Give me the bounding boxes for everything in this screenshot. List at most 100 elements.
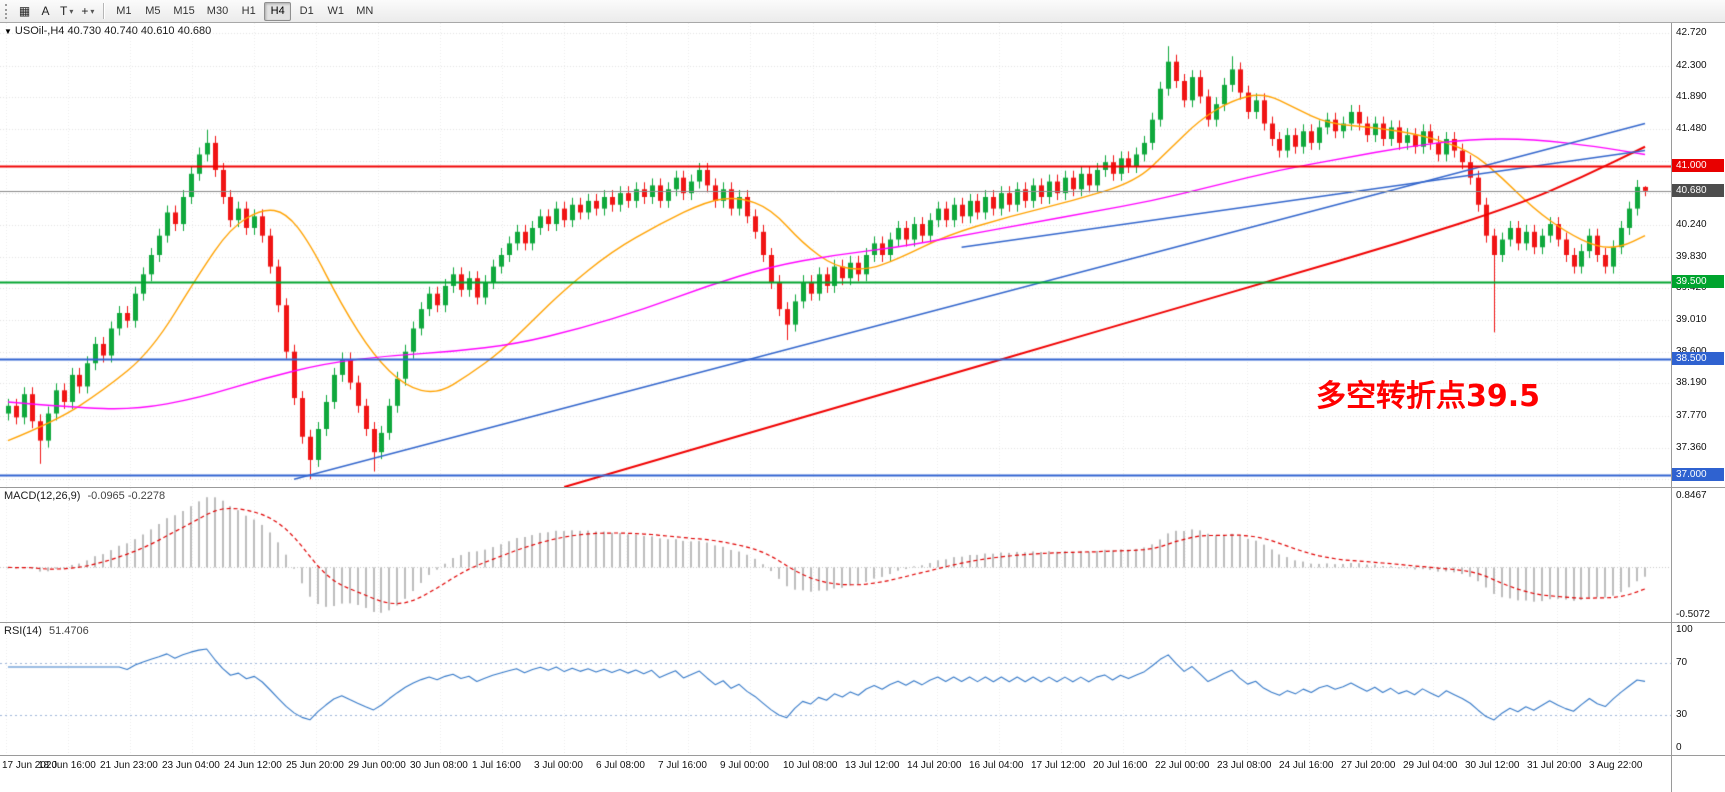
timeframe-d1-button[interactable]: D1 bbox=[299, 5, 314, 17]
time-axis-label: 18 Jun 16:00 bbox=[38, 760, 96, 771]
time-axis-label: 17 Jun 2020 bbox=[2, 760, 58, 771]
time-axis-label: 27 Jul 20:00 bbox=[1341, 760, 1396, 771]
price-badge-37.000: 37.000 bbox=[1672, 468, 1724, 481]
time-axis-label: 23 Jun 04:00 bbox=[162, 760, 220, 771]
price-tick-label: 42.720 bbox=[1676, 27, 1707, 38]
price-tick-label: 40.240 bbox=[1676, 219, 1707, 230]
price-tick-label: 38.600 bbox=[1676, 346, 1707, 358]
panel-splitter-rsi[interactable] bbox=[0, 622, 1671, 623]
annotation-text: 多空转折点39.5 bbox=[1316, 379, 1541, 414]
rsi-header: RSI(14) 51.4706 bbox=[4, 625, 89, 637]
chart-area: ▼ USOil-,H4 40.730 40.740 40.610 40.680 多… bbox=[0, 23, 1725, 792]
price-badge-40.680: 40.680 bbox=[1672, 184, 1724, 197]
time-axis-label: 29 Jun 00:00 bbox=[348, 760, 406, 771]
dropdown-caret-icon[interactable]: ▾ bbox=[90, 6, 95, 16]
price-badge-39.500: 39.500 bbox=[1672, 275, 1724, 288]
time-axis-label: 25 Jun 20:00 bbox=[286, 760, 344, 771]
time-axis-label: 30 Jun 08:00 bbox=[410, 760, 468, 771]
price-tick-label: 37.770 bbox=[1676, 410, 1707, 421]
cursor-tool-button[interactable]: A bbox=[35, 2, 56, 21]
chart-header: ▼ USOil-,H4 40.730 40.740 40.610 40.680 bbox=[4, 25, 211, 37]
time-axis-label: 9 Jul 00:00 bbox=[720, 760, 769, 771]
macd-header: MACD(12,26,9) -0.0965 -0.2278 bbox=[4, 490, 165, 502]
price-tick-label: 41.480 bbox=[1676, 123, 1707, 134]
timeframe-m1-button[interactable]: M1 bbox=[116, 5, 132, 17]
macd-canvas[interactable] bbox=[0, 488, 1671, 622]
time-axis-label: 31 Jul 20:00 bbox=[1527, 760, 1582, 771]
axis-separator-line bbox=[1672, 487, 1725, 488]
time-axis-label: 24 Jul 16:00 bbox=[1279, 760, 1334, 771]
timeframe-m15-button[interactable]: M15 bbox=[173, 5, 195, 17]
rsi-canvas[interactable] bbox=[0, 623, 1671, 755]
timeframe-w1-button[interactable]: W1 bbox=[327, 5, 344, 17]
axis-separator-line bbox=[1672, 755, 1725, 756]
main-chart-canvas[interactable] bbox=[0, 23, 1671, 487]
symbol-collapse-icon[interactable]: ▼ bbox=[4, 27, 12, 36]
panel-splitter-macd[interactable] bbox=[0, 487, 1671, 488]
price-tick-label: 42.300 bbox=[1676, 60, 1707, 71]
timeframe-mn-button[interactable]: MN bbox=[356, 5, 374, 17]
price-badge-38.500: 38.500 bbox=[1672, 352, 1724, 365]
time-axis-label: 16 Jul 04:00 bbox=[969, 760, 1024, 771]
time-axis-label: 7 Jul 16:00 bbox=[658, 760, 707, 771]
time-axis-label: 30 Jul 12:00 bbox=[1465, 760, 1520, 771]
rsi-axis-label: 30 bbox=[1676, 709, 1688, 720]
time-axis[interactable]: 17 Jun 2020 18 Jun 16:00 21 Jun 23:00 23 Ju… bbox=[0, 756, 1671, 792]
period-buttons: M1 M5 M15 M30 H1 H4 D1 W1 MN bbox=[109, 1, 379, 21]
time-axis-label: 3 Jul 00:00 bbox=[534, 760, 583, 771]
time-axis-label: 14 Jul 20:00 bbox=[907, 760, 962, 771]
tool-buttons: ▦ A T ▾ + ▾ bbox=[14, 2, 98, 21]
price-tick-label: 39.010 bbox=[1676, 314, 1707, 325]
price-axis[interactable]: 42.72042.30041.89041.48040.24039.83039.4… bbox=[1671, 23, 1725, 792]
macd-values: -0.0965 -0.2278 bbox=[87, 490, 166, 502]
time-axis-label: 1 Jul 16:00 bbox=[472, 760, 521, 771]
rsi-value: 51.4706 bbox=[48, 625, 89, 637]
macd-label: MACD(12,26,9) bbox=[4, 490, 81, 502]
macd-axis-max: 0.8467 bbox=[1676, 490, 1707, 501]
rsi-axis-label: 0 bbox=[1676, 742, 1682, 753]
time-axis-label: 29 Jul 04:00 bbox=[1403, 760, 1458, 771]
chart-grid-icon: ▦ bbox=[18, 4, 31, 18]
text-tool-button[interactable]: T ▾ bbox=[56, 2, 77, 21]
time-axis-label: 22 Jul 00:00 bbox=[1155, 760, 1210, 771]
time-axis-label: 24 Jun 12:00 bbox=[224, 760, 282, 771]
toolbar-grip[interactable] bbox=[5, 3, 9, 19]
cursor-tool-icon: A bbox=[41, 4, 50, 18]
crosshair-tool-icon: + bbox=[81, 4, 89, 18]
plot-column: ▼ USOil-,H4 40.730 40.740 40.610 40.680 多… bbox=[0, 23, 1671, 792]
timeframe-h1-button[interactable]: H1 bbox=[241, 5, 256, 17]
time-axis-label: 6 Jul 08:00 bbox=[596, 760, 645, 771]
price-tick-label: 38.190 bbox=[1676, 377, 1707, 388]
macd-panel[interactable]: MACD(12,26,9) -0.0965 -0.2278 bbox=[0, 488, 1671, 622]
axis-separator-line bbox=[1672, 622, 1725, 623]
chart-symbol-period: USOil-,H4 bbox=[14, 25, 65, 37]
rsi-axis-label: 100 bbox=[1676, 624, 1693, 635]
timeframe-m5-button[interactable]: M5 bbox=[145, 5, 161, 17]
price-badge-41.000: 41.000 bbox=[1672, 159, 1724, 172]
time-axis-label: 3 Aug 22:00 bbox=[1589, 760, 1643, 771]
price-tick-label: 39.830 bbox=[1676, 251, 1707, 262]
rsi-panel[interactable]: RSI(14) 51.4706 bbox=[0, 623, 1671, 755]
timeframe-m30-button[interactable]: M30 bbox=[206, 5, 229, 17]
price-tick-label: 37.360 bbox=[1676, 442, 1707, 453]
time-axis-label: 17 Jul 12:00 bbox=[1031, 760, 1086, 771]
toolbar-separator bbox=[103, 3, 105, 19]
time-axis-label: 21 Jun 23:00 bbox=[100, 760, 158, 771]
time-axis-label: 20 Jul 16:00 bbox=[1093, 760, 1148, 771]
panel-splitter-time bbox=[0, 755, 1671, 756]
time-axis-label: 10 Jul 08:00 bbox=[783, 760, 838, 771]
rsi-label: RSI(14) bbox=[4, 625, 42, 637]
timeframe-h4-button[interactable]: H4 bbox=[264, 1, 292, 21]
main-chart-panel[interactable]: ▼ USOil-,H4 40.730 40.740 40.610 40.680 多… bbox=[0, 23, 1671, 487]
time-axis-label: 13 Jul 12:00 bbox=[845, 760, 900, 771]
text-tool-icon: T bbox=[60, 4, 68, 18]
chart-grid-button[interactable]: ▦ bbox=[14, 2, 35, 21]
macd-axis-min: -0.5072 bbox=[1676, 609, 1710, 620]
time-axis-label: 23 Jul 08:00 bbox=[1217, 760, 1272, 771]
crosshair-tool-button[interactable]: + ▾ bbox=[77, 2, 98, 21]
chart-ohlc-values: 40.730 40.740 40.610 40.680 bbox=[67, 25, 212, 37]
price-tick-label: 41.890 bbox=[1676, 91, 1707, 102]
rsi-axis-label: 70 bbox=[1676, 657, 1688, 668]
dropdown-caret-icon[interactable]: ▾ bbox=[69, 6, 74, 16]
